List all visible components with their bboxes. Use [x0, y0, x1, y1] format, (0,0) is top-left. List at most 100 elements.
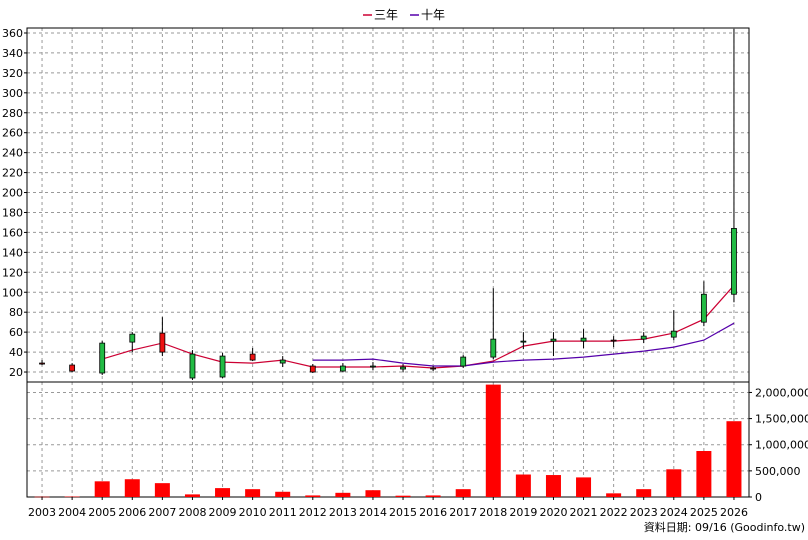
- volume-bar: [425, 495, 441, 497]
- x-tick-label: 2019: [509, 506, 537, 519]
- x-tick-label: 2003: [28, 506, 56, 519]
- x-tick-label: 2020: [539, 506, 567, 519]
- volume-y-tick-label: 1,500,000: [755, 413, 808, 426]
- grid: [27, 28, 749, 498]
- volume-bar: [696, 451, 712, 497]
- candle-body: [69, 364, 76, 372]
- candle-body: [430, 367, 437, 370]
- price-y-tick-label: 320: [2, 67, 23, 80]
- candle-body: [550, 338, 557, 342]
- price-y-tick-label: 280: [2, 107, 23, 120]
- price-y-tick-label: 160: [2, 226, 23, 239]
- price-plot-frame: [26, 27, 750, 383]
- price-y-tick-label: 300: [2, 87, 23, 100]
- candle-body: [640, 335, 647, 340]
- candle-body: [610, 339, 617, 342]
- price-y-tick-label: 180: [2, 206, 23, 219]
- x-tick-label: 2018: [479, 506, 507, 519]
- x-tick-label: 2014: [359, 506, 387, 519]
- volume-y-tick-label: 2,000,000: [755, 386, 808, 399]
- candle-body: [219, 355, 226, 378]
- volume-bar: [485, 384, 501, 497]
- plot-frames: [26, 27, 750, 498]
- axis-ticks: 20 40 60 80 100 120 140 160 180 200 220 240 260 280 30…: [2, 27, 808, 519]
- x-tick-label: 2013: [329, 506, 357, 519]
- price-y-tick-label: 80: [9, 306, 23, 319]
- price-y-tick-label: 200: [2, 187, 23, 200]
- x-tick-label: 2017: [449, 506, 477, 519]
- candle-body: [99, 342, 106, 374]
- candle-body: [520, 340, 527, 343]
- volume-bar: [64, 496, 80, 498]
- volume-y-tick-label: 0: [755, 491, 762, 504]
- moving-average-lines: [102, 284, 735, 369]
- volume-bars: [34, 384, 742, 498]
- candle-body: [670, 330, 677, 338]
- x-tick-label: 2007: [148, 506, 176, 519]
- x-tick-label: 2006: [118, 506, 146, 519]
- candle-body: [279, 359, 286, 364]
- series-line-three-year: [102, 284, 735, 369]
- price-y-tick-label: 360: [2, 27, 23, 40]
- price-y-tick-label: 100: [2, 286, 23, 299]
- x-tick-label: 2026: [720, 506, 748, 519]
- x-tick-label: 2021: [570, 506, 598, 519]
- x-tick-label: 2011: [269, 506, 297, 519]
- legend: 三年 十年: [363, 8, 445, 22]
- candle-body: [490, 338, 497, 358]
- volume-bar: [545, 475, 561, 497]
- price-y-tick-label: 40: [9, 346, 23, 359]
- price-y-tick-label: 260: [2, 127, 23, 140]
- volume-bar: [34, 496, 50, 498]
- candle-body: [700, 293, 707, 323]
- candle-body: [129, 333, 136, 343]
- x-tick-label: 2008: [178, 506, 206, 519]
- volume-bar: [184, 494, 200, 497]
- volume-bar: [606, 493, 622, 497]
- price-y-tick-label: 120: [2, 266, 23, 279]
- candle-body: [731, 228, 737, 295]
- x-tick-label: 2016: [419, 506, 447, 519]
- volume-bar: [636, 489, 652, 497]
- volume-bar: [245, 489, 261, 497]
- volume-bar: [666, 469, 682, 497]
- x-tick-label: 2012: [299, 506, 327, 519]
- x-tick-label: 2022: [600, 506, 628, 519]
- volume-bar: [455, 489, 471, 497]
- x-tick-label: 2004: [58, 506, 86, 519]
- x-tick-label: 2015: [389, 506, 417, 519]
- volume-plot-frame: [26, 381, 750, 498]
- volume-y-tick-label: 500,000: [755, 465, 801, 478]
- price-y-tick-label: 240: [2, 147, 23, 160]
- x-tick-label: 2024: [660, 506, 688, 519]
- candle-body: [339, 365, 346, 372]
- volume-bar: [515, 474, 531, 497]
- price-y-tick-label: 60: [9, 326, 23, 339]
- price-y-tick-label: 20: [9, 366, 23, 379]
- candle-body: [370, 365, 376, 368]
- x-tick-label: 2009: [209, 506, 237, 519]
- volume-bar: [576, 477, 592, 497]
- candle-body: [460, 356, 467, 367]
- x-tick-label: 2005: [88, 506, 116, 519]
- volume-bar: [395, 495, 411, 497]
- x-tick-label: 2023: [630, 506, 658, 519]
- volume-bar: [215, 488, 231, 497]
- candle-body: [159, 332, 166, 353]
- candle-body: [249, 353, 256, 361]
- candle-body: [580, 337, 587, 342]
- volume-bar: [154, 483, 170, 497]
- volume-y-tick-label: 1,000,000: [755, 439, 808, 452]
- volume-bar: [305, 495, 321, 497]
- series-line-ten-year: [312, 322, 735, 367]
- price-y-tick-label: 220: [2, 167, 23, 180]
- x-tick-label: 2010: [239, 506, 267, 519]
- volume-bar: [726, 421, 742, 497]
- x-tick-label: 2025: [690, 506, 718, 519]
- volume-bar: [275, 491, 291, 497]
- candle-body: [39, 362, 45, 365]
- volume-bar: [124, 479, 140, 497]
- candlesticks: [39, 28, 737, 381]
- legend-label: 三年: [374, 8, 398, 22]
